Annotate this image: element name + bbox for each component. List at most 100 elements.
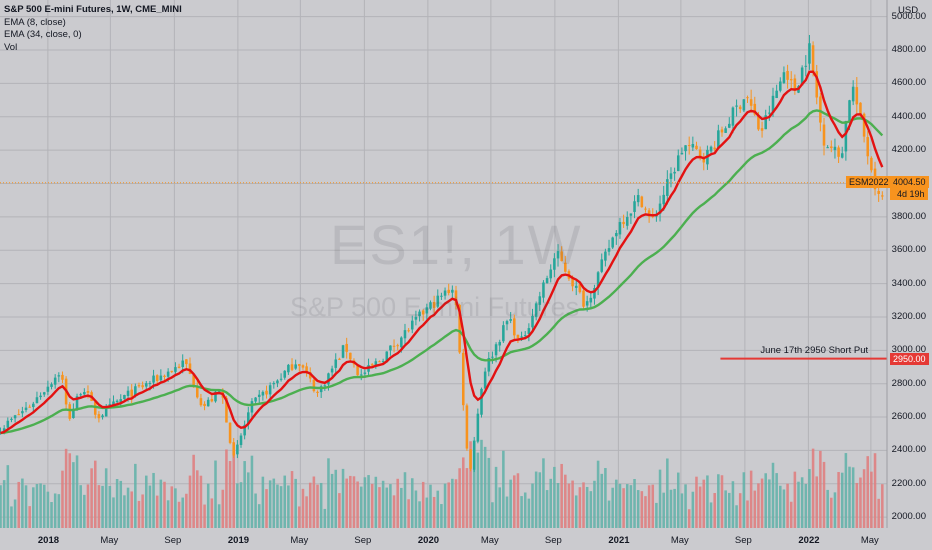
volume-bar — [392, 495, 396, 528]
candle-body — [276, 380, 279, 384]
candle-body — [494, 344, 498, 356]
candle-body — [410, 320, 414, 330]
volume-bar — [859, 477, 862, 528]
candle-body — [513, 318, 516, 336]
x-tick-label: May — [290, 535, 309, 546]
ema-slow-line — [0, 109, 884, 435]
candle-body — [698, 149, 702, 157]
candle-body — [137, 385, 141, 387]
volume-bar — [811, 448, 815, 528]
currency-label: USD — [898, 5, 919, 16]
candle-body — [531, 315, 534, 328]
candle-body — [669, 173, 673, 179]
candle-body — [808, 43, 811, 64]
volume-bar — [35, 484, 39, 528]
volume-bar — [50, 502, 53, 528]
candle-body — [130, 389, 133, 397]
volume-bar — [600, 473, 604, 528]
volume-bar — [367, 475, 370, 528]
candle-body — [451, 289, 454, 293]
volume-bar — [159, 479, 163, 528]
volume-bar — [567, 483, 571, 528]
volume-bar — [225, 449, 228, 528]
volume-bar — [370, 483, 374, 528]
volume-bar — [279, 486, 283, 528]
volume-bar — [815, 476, 819, 528]
volume-bar — [516, 473, 520, 528]
volume-bar — [673, 488, 676, 528]
candle-body — [400, 337, 403, 348]
volume-bar — [192, 454, 195, 528]
volume-bar — [826, 489, 829, 528]
candle-body — [39, 395, 42, 398]
volume-bar — [319, 482, 323, 528]
volume-bar — [691, 491, 695, 528]
volume-bar — [254, 493, 257, 528]
overlays — [0, 182, 887, 360]
legend-volume[interactable]: Vol — [4, 41, 18, 53]
candle-body — [553, 258, 556, 270]
volume-bar — [542, 458, 545, 528]
candle-body — [724, 128, 727, 133]
volume-bar — [272, 478, 276, 528]
volume-bar — [604, 468, 607, 528]
candle-body — [851, 86, 855, 102]
volume-bar — [42, 484, 46, 528]
volume-bar — [706, 475, 709, 528]
volume-bar — [709, 502, 713, 528]
candle-body — [283, 370, 287, 378]
candle-body — [148, 382, 152, 385]
candle-body — [389, 345, 392, 351]
volume-bar — [768, 479, 771, 528]
candle-body — [61, 374, 64, 380]
legend-title: S&P 500 E-mini Futures, 1W, CME_MINI — [4, 4, 182, 15]
volume-bar — [141, 494, 144, 528]
candle-body — [768, 112, 771, 114]
volume-bar — [214, 460, 217, 528]
legend-ema-fast[interactable]: EMA (8, close) — [4, 16, 66, 28]
candle-body — [268, 385, 272, 395]
volume-bar — [152, 472, 155, 528]
candle-body — [779, 81, 782, 91]
volume-bar — [458, 468, 461, 528]
candle-body — [83, 392, 86, 395]
candle-body — [538, 296, 542, 305]
volume-bar — [410, 478, 414, 528]
candle-body — [662, 194, 665, 205]
candle-body — [498, 341, 501, 346]
volume-bar — [509, 479, 512, 528]
candle-body — [757, 114, 760, 130]
volume-bar — [363, 477, 367, 528]
legend-ema-slow[interactable]: EMA (34, close, 0) — [4, 29, 82, 40]
volume-bar — [746, 500, 749, 528]
candle-body — [862, 113, 866, 137]
volume-bar — [695, 476, 698, 528]
candle-body — [396, 345, 399, 347]
volume-bar — [2, 480, 6, 528]
candle-body — [104, 407, 108, 417]
candle-body — [177, 366, 181, 368]
candle-body — [279, 378, 283, 380]
candle-body — [658, 203, 662, 214]
candle-body — [458, 304, 461, 353]
candle-body — [673, 171, 676, 174]
volume-bar — [345, 478, 348, 528]
candle-body — [305, 366, 308, 373]
volume-bar — [101, 485, 104, 528]
candle-body — [523, 335, 527, 337]
volume-bar — [287, 485, 290, 528]
candle-body — [848, 100, 851, 121]
volume-bar — [753, 490, 757, 528]
volume-bar — [290, 471, 294, 528]
candle-body — [407, 330, 410, 332]
candle-body — [403, 330, 407, 339]
volume-bar — [556, 483, 560, 528]
volume-bar — [378, 487, 381, 528]
candle-body — [775, 90, 778, 99]
volume-bar — [462, 457, 465, 528]
candle-body — [334, 359, 338, 368]
candle-body — [206, 399, 210, 407]
volume-bar — [421, 481, 425, 528]
candle-body — [709, 146, 713, 152]
